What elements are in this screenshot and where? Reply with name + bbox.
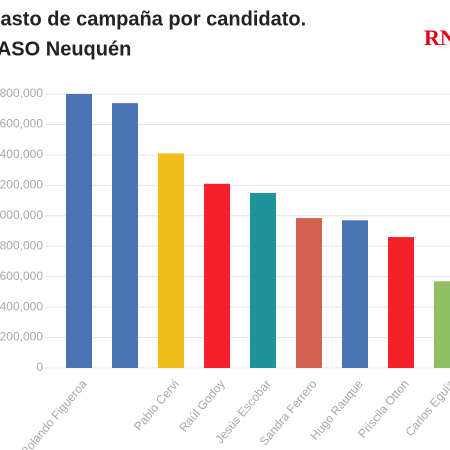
- y-tick-label: 1,400,000: [0, 147, 43, 161]
- y-tick-label: 600,000: [0, 269, 43, 283]
- bar: [112, 103, 138, 368]
- x-tick-label: Pablo Cervi: [131, 377, 182, 434]
- y-tick-label: 0: [36, 360, 43, 374]
- y-tick-label: 1,800,000: [0, 86, 43, 100]
- chart-subtitle: PASO Neuquén: [0, 38, 131, 60]
- y-tick-label: 400,000: [0, 299, 43, 313]
- bar: [250, 192, 276, 368]
- bar: [434, 281, 450, 368]
- bar: [204, 183, 230, 368]
- y-tick-label: 1,000,000: [0, 208, 43, 222]
- x-tick-label: Raúl Godoy: [176, 377, 227, 435]
- y-tick-label: 800,000: [0, 238, 43, 252]
- bar: [296, 218, 322, 368]
- y-tick-label: 200,000: [0, 330, 43, 344]
- y-tick-label: 1,600,000: [0, 117, 43, 131]
- bar: [158, 153, 184, 368]
- bar: [388, 237, 414, 368]
- x-tick-label: Rolando Figueroa: [18, 377, 90, 450]
- bar: [66, 94, 92, 368]
- chart-title: Gasto de campaña por candidato.: [0, 8, 306, 30]
- y-tick-label: 1,200,000: [0, 178, 43, 192]
- logo: RN: [424, 25, 450, 50]
- bar: [342, 220, 368, 368]
